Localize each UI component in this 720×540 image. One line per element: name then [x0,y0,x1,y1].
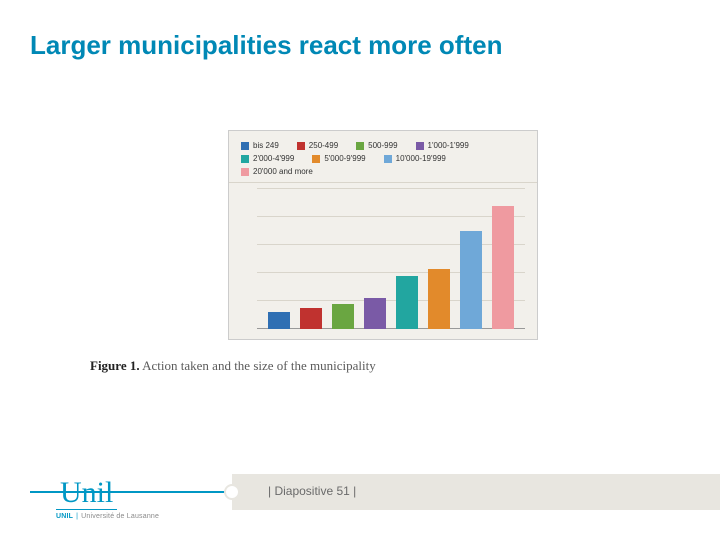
chart-bars [257,189,525,329]
legend-item: 1'000-1'999 [416,141,469,150]
legend-item: 20'000 and more [241,167,313,176]
page-title: Larger municipalities react more often [30,30,690,61]
legend-label: 1'000-1'999 [428,141,469,150]
legend-label: 5'000-9'999 [324,154,365,163]
legend-label: 20'000 and more [253,167,313,176]
legend-swatch-icon [356,142,364,150]
bar [268,312,290,329]
legend-label: 10'000-19'999 [396,154,446,163]
legend-item: 2'000-4'999 [241,154,294,163]
bar [492,206,514,329]
legend-item: 5'000-9'999 [312,154,365,163]
legend-label: 2'000-4'999 [253,154,294,163]
legend-swatch-icon [297,142,305,150]
figure-caption: Figure 1. Action taken and the size of t… [90,358,376,374]
legend-swatch-icon [241,168,249,176]
logo-sub-rest: Université de Lausanne [81,513,159,520]
bar [332,304,354,329]
footer-dot-icon [224,484,240,500]
bar-chart: bis 249 250-499 500-999 1'000-1'999 2'000-4'… [228,130,538,340]
bar [364,298,386,329]
figure-number: Figure 1. [90,358,140,373]
slide-number-label: | Diapositive 51 | [268,484,356,498]
chart-plot [257,189,525,329]
legend-swatch-icon [312,155,320,163]
legend-item: 250-499 [297,141,338,150]
legend-item: bis 249 [241,141,279,150]
bar [460,231,482,329]
legend-swatch-icon [241,142,249,150]
bar [396,276,418,329]
chart-legend: bis 249 250-499 500-999 1'000-1'999 2'000-4'… [229,131,537,183]
logo-sub-bold: UNIL [56,513,73,520]
legend-swatch-icon [416,142,424,150]
logo-subtitle: UNIL|Université de Lausanne [56,513,206,520]
legend-label: 500-999 [368,141,397,150]
bar [300,308,322,329]
legend-swatch-icon [241,155,249,163]
unil-logo: Unil UNIL|Université de Lausanne [56,478,206,520]
bar [428,269,450,329]
legend-label: bis 249 [253,141,279,150]
legend-swatch-icon [384,155,392,163]
legend-item: 10'000-19'999 [384,154,446,163]
legend-item: 500-999 [356,141,397,150]
logo-wordmark: Unil [56,478,117,510]
legend-label: 250-499 [309,141,338,150]
figure-caption-text: Action taken and the size of the municip… [142,358,376,373]
